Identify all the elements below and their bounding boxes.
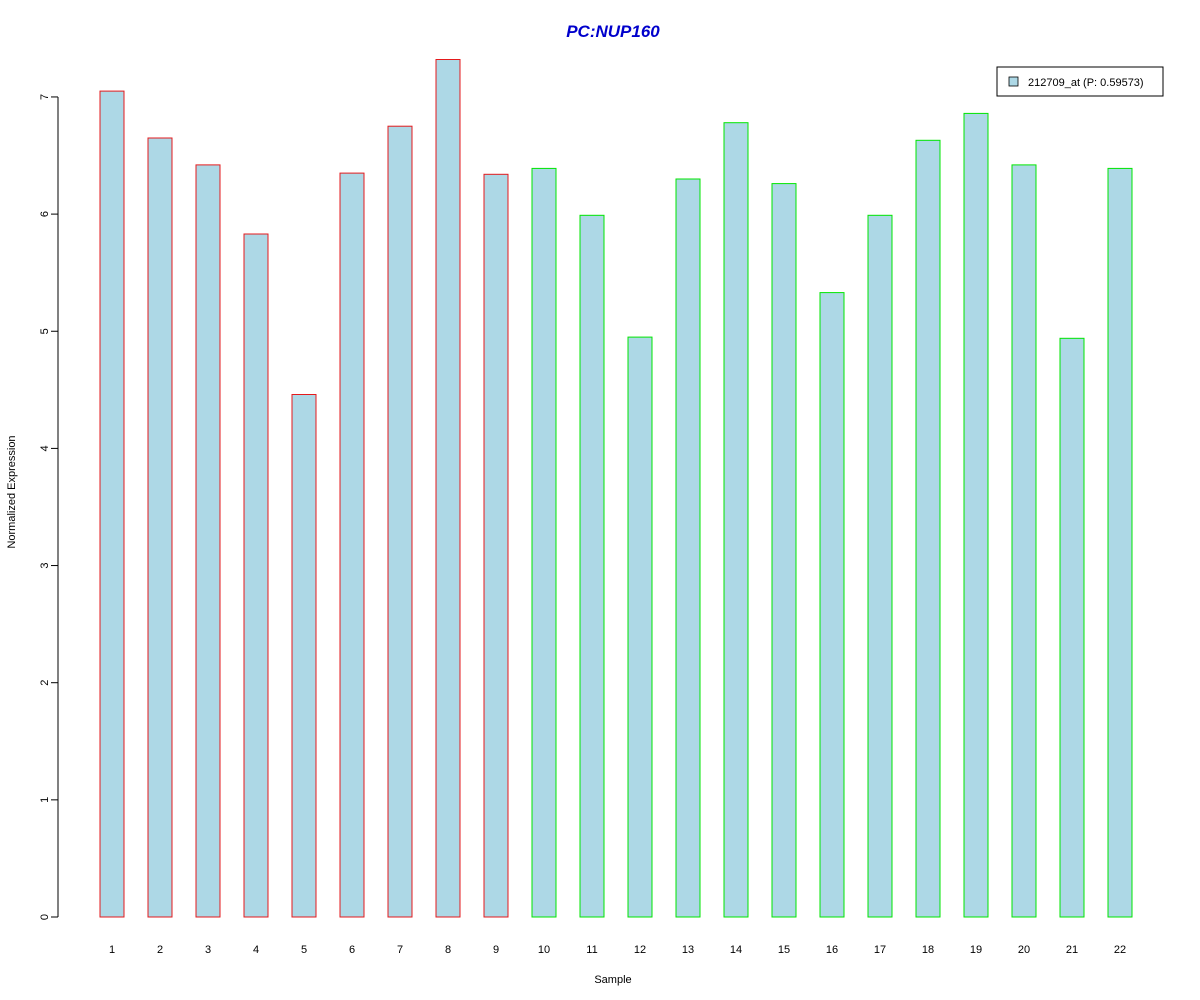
legend-box bbox=[996, 66, 1164, 97]
x-tick-label: 20 bbox=[1018, 944, 1030, 956]
bar-sample-18 bbox=[915, 139, 941, 918]
legend-swatch bbox=[1008, 76, 1019, 87]
x-tick-label: 1 bbox=[109, 944, 115, 956]
bar-sample-12 bbox=[627, 336, 653, 918]
x-tick-label: 12 bbox=[634, 944, 646, 956]
bar-sample-10 bbox=[531, 167, 557, 918]
bar-sample-4 bbox=[243, 233, 269, 918]
y-tick-label: 3 bbox=[39, 562, 51, 568]
legend: 212709_at (P: 0.59573) bbox=[996, 66, 1164, 97]
x-tick-label: 7 bbox=[397, 944, 403, 956]
bar-sample-14 bbox=[723, 122, 749, 918]
bar-sample-5 bbox=[291, 394, 317, 918]
x-tick-label: 6 bbox=[349, 944, 355, 956]
bar-sample-3 bbox=[195, 164, 221, 918]
bar-sample-21 bbox=[1059, 337, 1085, 918]
x-tick-label: 21 bbox=[1066, 944, 1078, 956]
bar-sample-8 bbox=[435, 59, 461, 918]
bar-sample-20 bbox=[1011, 164, 1037, 918]
x-tick-label: 3 bbox=[205, 944, 211, 956]
x-tick-label: 19 bbox=[970, 944, 982, 956]
bar-sample-1 bbox=[99, 90, 125, 918]
x-tick-label: 4 bbox=[253, 944, 259, 956]
legend-entry: 212709_at (P: 0.59573) bbox=[1028, 77, 1144, 89]
x-axis-label: Sample bbox=[594, 974, 631, 986]
bar-sample-7 bbox=[387, 125, 413, 918]
y-tick-label: 2 bbox=[39, 680, 51, 686]
x-tick-label: 17 bbox=[874, 944, 886, 956]
bar-sample-2 bbox=[147, 137, 173, 918]
x-tick-label: 15 bbox=[778, 944, 790, 956]
y-axis: 0 1 2 3 4 5 6 7 bbox=[39, 94, 59, 920]
y-tick-label: 4 bbox=[39, 445, 51, 451]
y-tick-label: 7 bbox=[39, 94, 51, 100]
x-tick-label: 18 bbox=[922, 944, 934, 956]
bar-sample-22 bbox=[1107, 167, 1133, 918]
bar-sample-16 bbox=[819, 292, 845, 918]
x-tick-label: 10 bbox=[538, 944, 550, 956]
x-tick-label: 11 bbox=[586, 944, 597, 956]
x-tick-label: 16 bbox=[826, 944, 838, 956]
chart-title: PC:NUP160 bbox=[566, 22, 660, 41]
y-tick-label: 0 bbox=[39, 914, 51, 920]
x-tick-label: 5 bbox=[301, 944, 307, 956]
bar-sample-13 bbox=[675, 178, 701, 918]
x-tick-label: 8 bbox=[445, 944, 451, 956]
bar-sample-19 bbox=[963, 112, 989, 918]
bars bbox=[99, 59, 1133, 918]
bar-sample-15 bbox=[771, 183, 797, 918]
bar-sample-11 bbox=[579, 214, 605, 918]
y-tick-label: 1 bbox=[39, 797, 51, 803]
bar-sample-6 bbox=[339, 172, 365, 918]
x-tick-label: 13 bbox=[682, 944, 694, 956]
x-axis-tick-labels: 1 2 3 4 5 6 7 8 9 10 11 12 13 14 15 16 17 18 19 20 21 22 bbox=[109, 944, 1126, 956]
x-tick-label: 22 bbox=[1114, 944, 1126, 956]
y-tick-label: 5 bbox=[39, 328, 51, 334]
bar-sample-17 bbox=[867, 214, 893, 918]
x-tick-label: 9 bbox=[493, 944, 499, 956]
y-axis-label: Normalized Expression bbox=[6, 435, 18, 548]
y-tick-label: 6 bbox=[39, 211, 51, 217]
x-tick-label: 2 bbox=[157, 944, 163, 956]
x-tick-label: 14 bbox=[730, 944, 742, 956]
bar-sample-9 bbox=[483, 173, 509, 918]
